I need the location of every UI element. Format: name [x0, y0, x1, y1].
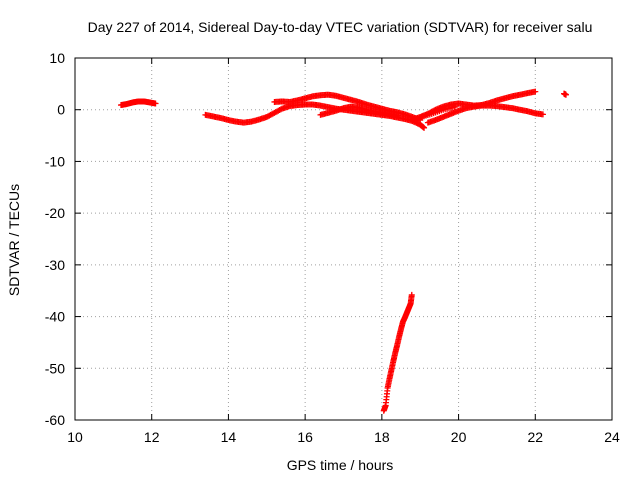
x-tick-label: 22	[527, 429, 543, 445]
data-point	[421, 124, 428, 131]
x-tick-label: 12	[144, 429, 160, 445]
x-tick-label: 24	[604, 429, 620, 445]
x-tick-label: 16	[297, 429, 313, 445]
y-tick-label: -50	[45, 360, 65, 376]
data-points	[118, 88, 569, 414]
y-tick-label: -30	[45, 257, 65, 273]
y-tick-label: -20	[45, 205, 65, 221]
series-segment-g	[417, 104, 458, 121]
data-point	[451, 104, 458, 111]
data-point	[408, 291, 415, 298]
data-point	[152, 100, 159, 107]
data-point	[532, 88, 539, 95]
series-segment-h	[561, 90, 569, 98]
data-point	[562, 91, 569, 98]
y-tick-label: 10	[49, 50, 65, 66]
series-dropout	[380, 291, 415, 414]
data-point	[394, 112, 401, 119]
y-tick-label: -60	[45, 412, 65, 428]
y-tick-label: 0	[57, 102, 65, 118]
y-tick-label: -10	[45, 153, 65, 169]
x-tick-label: 14	[221, 429, 237, 445]
plot-frame	[74, 57, 613, 421]
y-tick-label: -40	[45, 309, 65, 325]
series-segment-a	[118, 98, 159, 109]
data-point	[539, 111, 546, 118]
series-segment-d	[317, 103, 401, 119]
series-segment-f	[424, 102, 546, 126]
chart-title: Day 227 of 2014, Sidereal Day-to-day VTE…	[88, 19, 593, 35]
x-axis-label: GPS time / hours	[287, 457, 394, 473]
x-tick-label: 10	[67, 429, 83, 445]
x-tick-label: 18	[374, 429, 390, 445]
axis-ticks: 10 12 14 16 18 20 22 24 10 0 -10 -20 -30 -40 -50 -60	[45, 50, 620, 445]
y-axis-label: SDTVAR / TECUs	[6, 184, 22, 296]
x-tick-label: 20	[451, 429, 467, 445]
